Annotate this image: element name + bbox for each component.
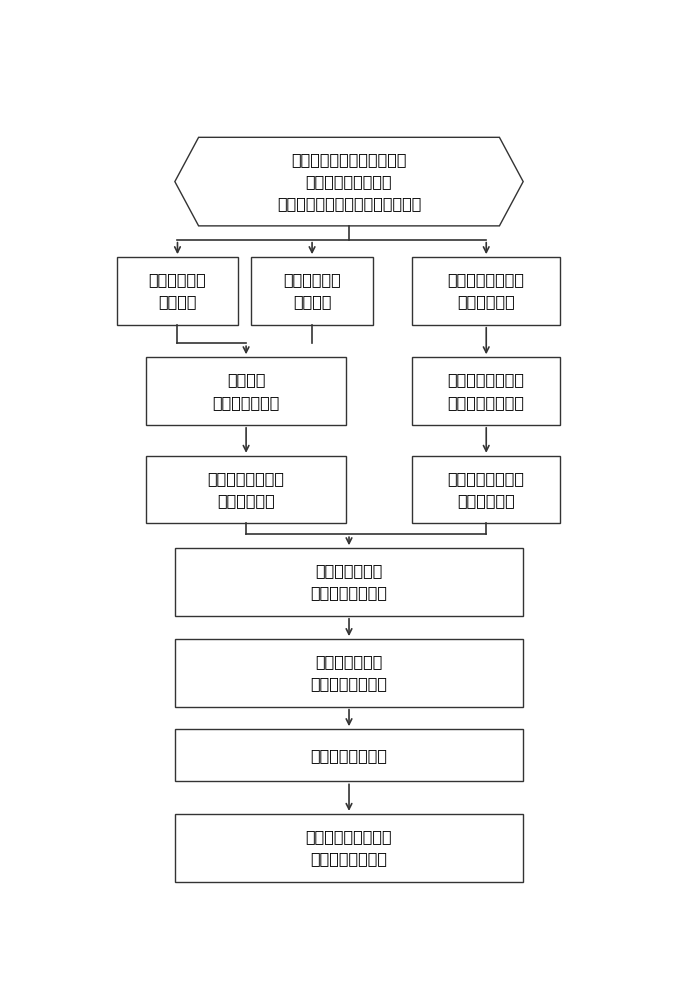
Text: 按照子阵划分类型
选择优化设计变量: 按照子阵划分类型 选择优化设计变量 [447,372,525,410]
FancyBboxPatch shape [251,257,373,325]
FancyBboxPatch shape [175,639,523,707]
Text: 建立整流天线阵
子阵划分优化模型: 建立整流天线阵 子阵划分优化模型 [311,563,387,601]
FancyBboxPatch shape [146,357,347,425]
Text: 按照子阵整流效率
建立目标函数: 按照子阵整流效率 建立目标函数 [208,471,285,508]
FancyBboxPatch shape [412,257,560,325]
FancyBboxPatch shape [116,257,238,325]
FancyBboxPatch shape [175,814,523,882]
Text: 输出子阵划分方案: 输出子阵划分方案 [311,748,387,763]
Polygon shape [175,137,523,226]
Text: 获得子阵
整流效率表达式: 获得子阵 整流效率表达式 [212,372,280,410]
Text: 对整流天线阵进行
均匀子阵划分: 对整流天线阵进行 均匀子阵划分 [447,272,525,310]
Text: 获得辐射功率
密度曲线: 获得辐射功率 密度曲线 [148,272,206,310]
Text: 获得子阵划分方案下
各子阵模块单元数: 获得子阵划分方案下 各子阵模块单元数 [306,829,392,866]
Text: 获得整流通道
效率曲线: 获得整流通道 效率曲线 [283,272,341,310]
Text: 输入整流天线阵特征参数、
整流通道效率参数、
辐射功率参数与子阵划分类型参数: 输入整流天线阵特征参数、 整流通道效率参数、 辐射功率参数与子阵划分类型参数 [276,152,422,211]
FancyBboxPatch shape [412,456,560,523]
FancyBboxPatch shape [412,357,560,425]
FancyBboxPatch shape [175,729,523,781]
Text: 按照子阵划分类型
获得约束函数: 按照子阵划分类型 获得约束函数 [447,471,525,508]
FancyBboxPatch shape [175,548,523,616]
FancyBboxPatch shape [146,456,347,523]
Text: 求解整流天线阵
子阵划分优化模型: 求解整流天线阵 子阵划分优化模型 [311,654,387,691]
